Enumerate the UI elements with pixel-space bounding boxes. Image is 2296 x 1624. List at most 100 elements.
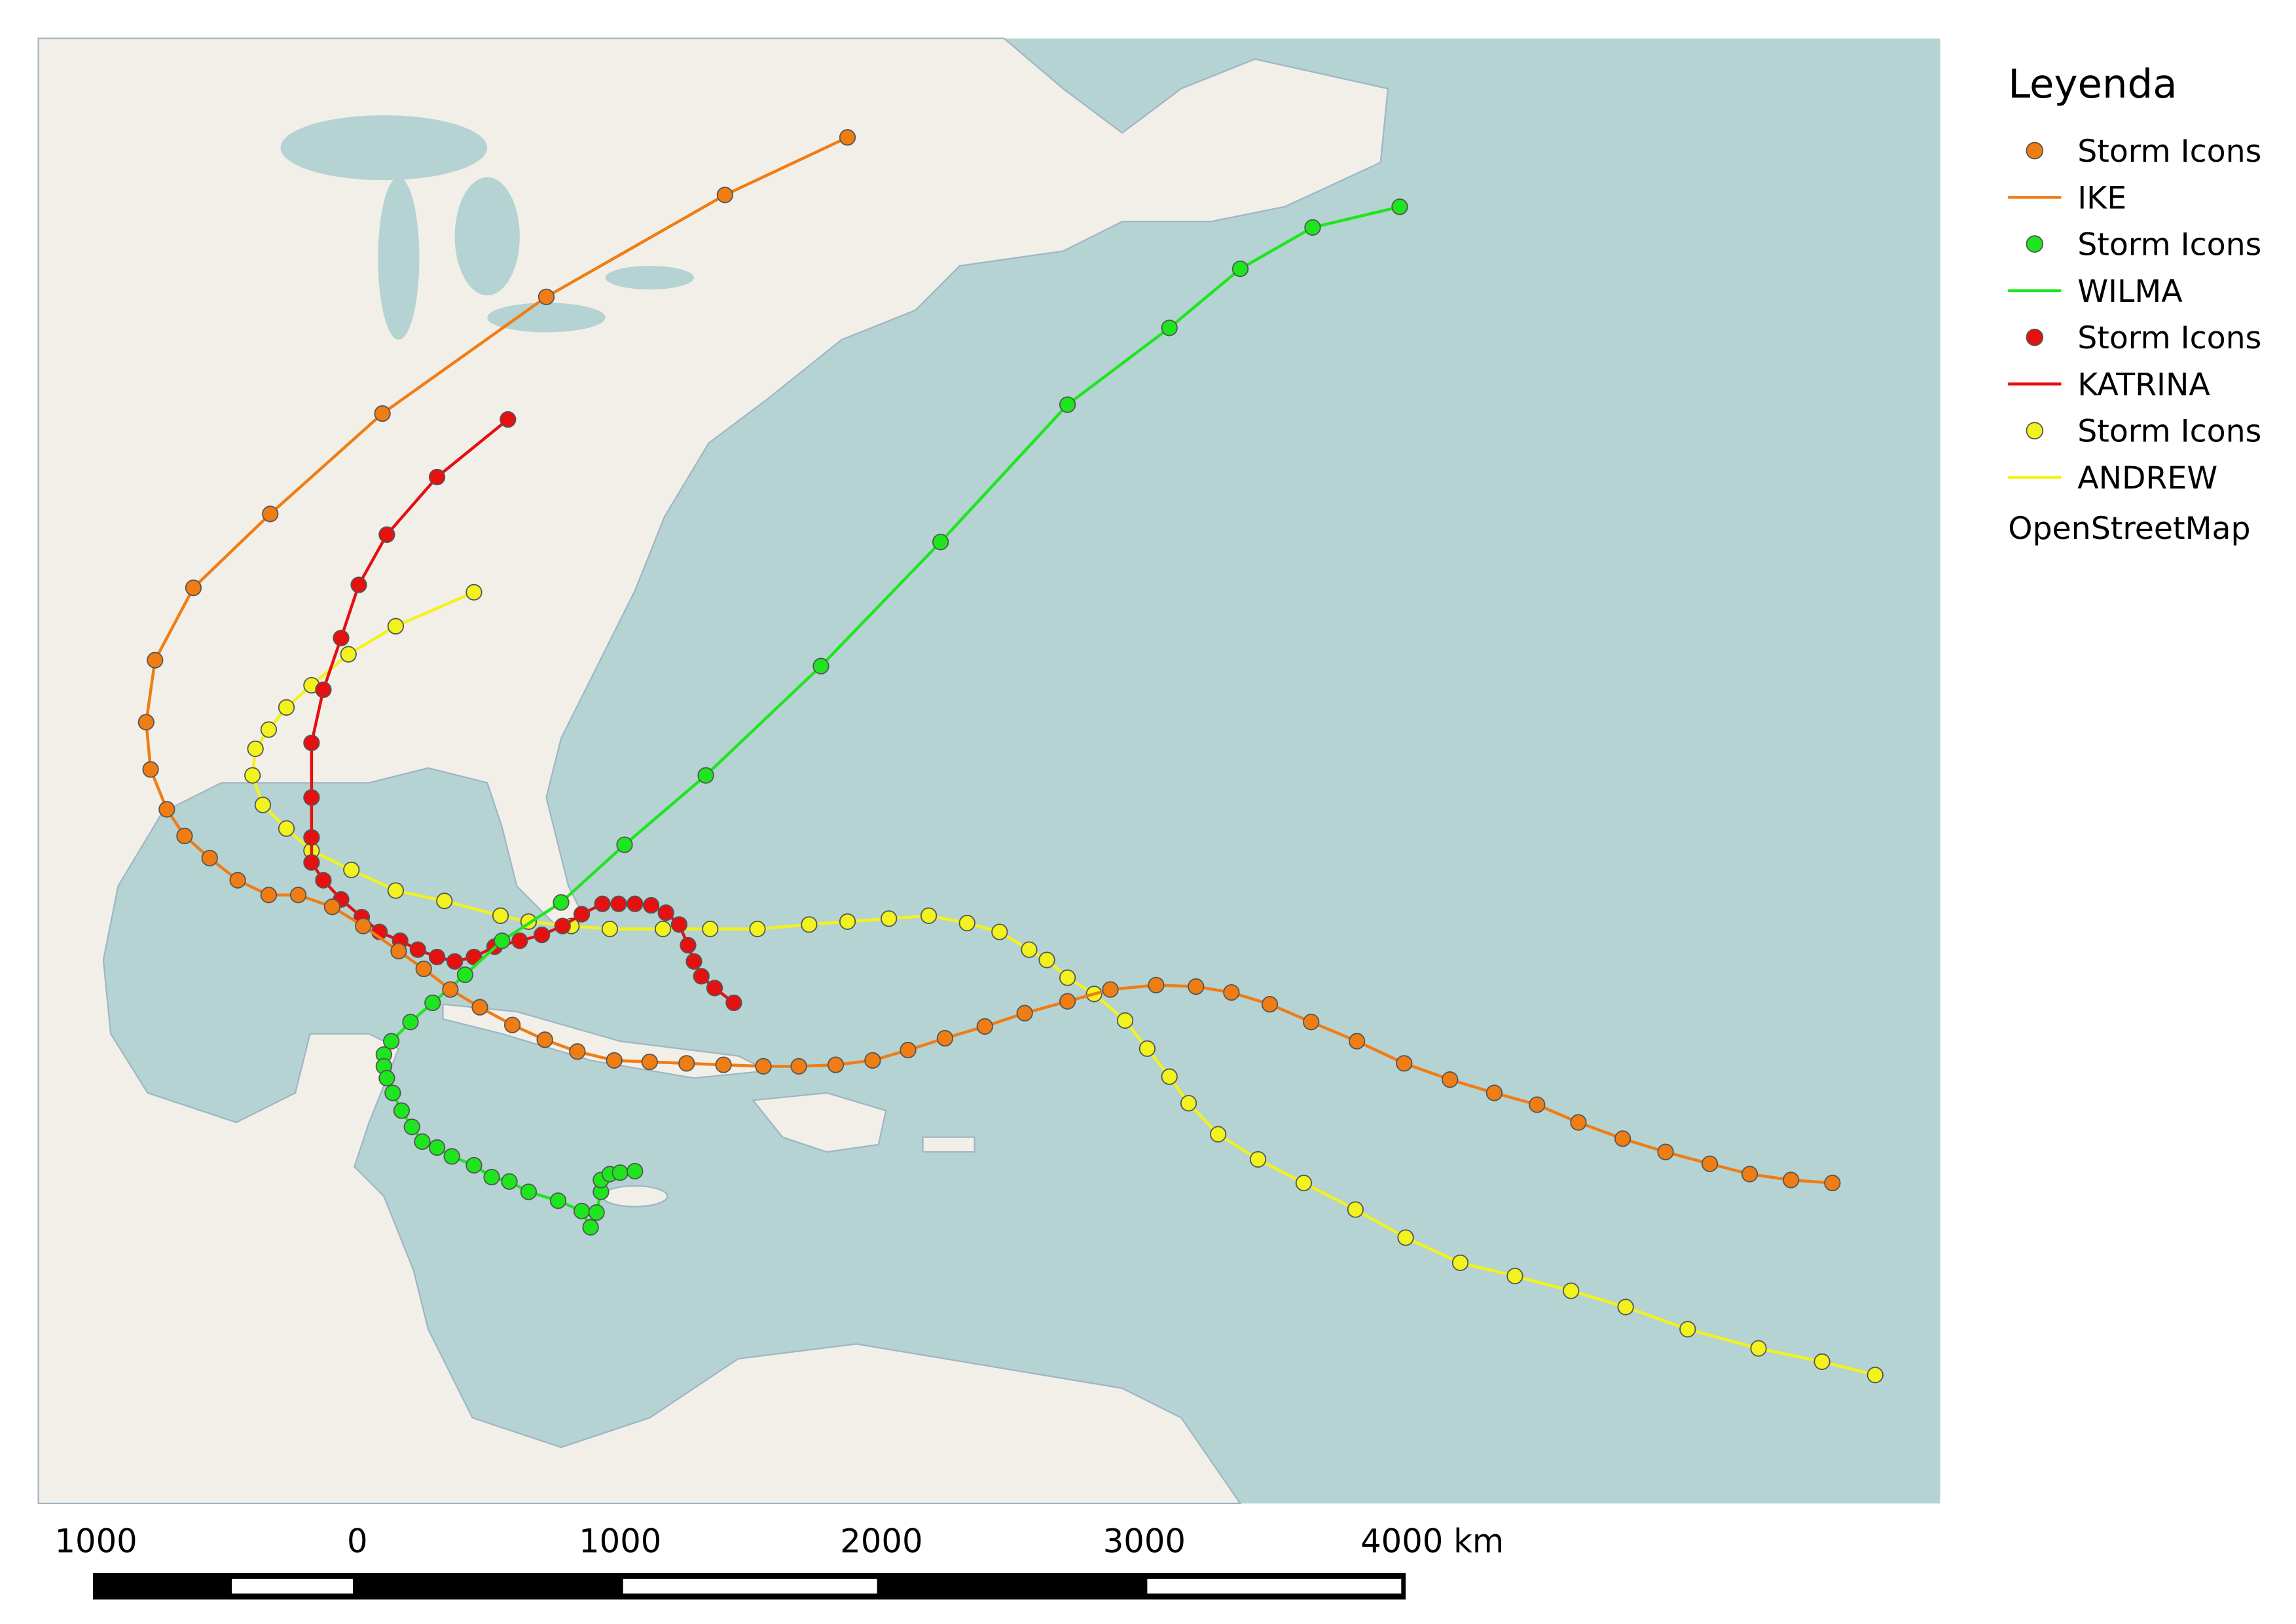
storm-icon: [1824, 1174, 1841, 1192]
storm-icon: [755, 1058, 772, 1075]
storm-icon: [538, 288, 555, 305]
storm-icon: [289, 887, 307, 904]
storm-icon: [881, 910, 898, 927]
storm-icon: [446, 953, 464, 970]
scale-bar-label: 4000 km: [1360, 1522, 1504, 1560]
storm-icon: [1347, 1201, 1364, 1218]
storm-icon: [801, 916, 818, 933]
legend-label: Storm Icons: [2077, 320, 2261, 356]
storm-icon: [340, 646, 357, 663]
storm-icon: [147, 652, 164, 669]
legend-label: WILMA: [2077, 274, 2182, 310]
basemap: [37, 37, 1941, 1505]
storm-icon: [706, 980, 723, 997]
legend-symbol-point: [2026, 328, 2044, 346]
storm-icon: [920, 907, 938, 924]
storm-icon: [1506, 1267, 1523, 1285]
storm-icon: [582, 1219, 599, 1236]
storm-icon: [409, 941, 426, 958]
storm-icon: [1180, 1095, 1197, 1112]
storm-icon: [1563, 1282, 1580, 1299]
storm-icon: [616, 836, 633, 853]
storm-icon: [428, 948, 446, 966]
storm-icon: [553, 894, 570, 911]
storm-icon: [1223, 984, 1240, 1001]
storm-icon: [1059, 969, 1076, 986]
storm-icon: [1348, 1033, 1366, 1050]
scale-bar-segment: [623, 1578, 877, 1594]
storm-icon: [1702, 1155, 1719, 1172]
storm-icon: [1529, 1096, 1546, 1113]
storm-icon: [601, 920, 619, 938]
storm-icon: [244, 767, 261, 784]
storm-icon: [900, 1041, 917, 1059]
storm-icon: [387, 618, 405, 635]
storm-icon: [1396, 1055, 1413, 1072]
storm-icon: [465, 1156, 483, 1174]
storm-icon: [374, 405, 391, 422]
storm-icon: [790, 1058, 807, 1075]
storm-icon: [1304, 219, 1321, 236]
storm-icon: [393, 1102, 410, 1119]
storm-icon: [247, 740, 264, 758]
storm-icon: [657, 904, 674, 921]
storm-icon: [456, 966, 474, 984]
storm-icon: [958, 914, 975, 932]
storm-icon: [1485, 1084, 1503, 1101]
scale-bar-label: 1000: [579, 1522, 661, 1560]
storm-icon: [500, 411, 517, 428]
storm-icon: [1161, 1068, 1178, 1085]
scale-bar-label: 2000: [840, 1522, 922, 1560]
legend-title: Leyenda: [2008, 61, 2177, 107]
storm-icon: [864, 1052, 881, 1069]
legend-label: Storm Icons: [2077, 414, 2261, 450]
legend-symbol-point: [2026, 235, 2044, 253]
storm-icon: [1038, 951, 1055, 969]
storm-icon: [403, 1118, 420, 1135]
storm-icon: [303, 829, 320, 846]
storm-icon: [1741, 1166, 1758, 1183]
storm-icon: [201, 849, 218, 866]
legend-label: ANDREW: [2077, 460, 2217, 496]
storm-icon: [680, 936, 697, 954]
legend-label: KATRINA: [2077, 367, 2210, 403]
storm-icon: [976, 1018, 993, 1035]
storm-icon: [1261, 996, 1279, 1013]
scale-bar-segment: [1147, 1578, 1402, 1594]
storm-icon: [1397, 1229, 1414, 1246]
storm-icon: [693, 968, 710, 985]
storm-icon: [303, 789, 320, 806]
storm-icon: [355, 917, 372, 934]
island-puerto-rico: [922, 1136, 975, 1153]
storm-icon: [315, 681, 332, 698]
legend-symbol-point: [2026, 141, 2044, 160]
storm-icon: [627, 895, 644, 912]
storm-icon: [176, 827, 193, 845]
storm-icon: [1059, 993, 1076, 1010]
storm-icon: [471, 999, 488, 1016]
storm-icon: [1813, 1353, 1831, 1371]
storm-icon: [492, 907, 509, 924]
storm-icon: [1679, 1321, 1696, 1338]
storm-icon: [569, 1043, 586, 1060]
storm-icon: [260, 887, 278, 904]
storm-icon: [503, 1016, 521, 1033]
storm-icon: [428, 468, 446, 486]
storm-icon: [991, 923, 1008, 940]
storm-icon: [1059, 396, 1076, 413]
storm-icon: [1783, 1172, 1800, 1189]
storm-icon: [627, 1162, 644, 1180]
storm-icon: [350, 576, 367, 593]
storm-icon: [642, 896, 660, 914]
storm-icon: [1614, 1130, 1631, 1147]
storm-icon: [303, 734, 320, 752]
storm-icon: [428, 1139, 446, 1156]
legend-label: Storm Icons: [2077, 227, 2261, 263]
storm-icon: [378, 1069, 395, 1087]
storm-icon: [137, 714, 155, 731]
storm-icon: [534, 927, 551, 944]
storm-icon: [465, 583, 483, 601]
storm-icon: [415, 960, 432, 978]
scale-bar-label: 0: [347, 1522, 368, 1560]
storm-icon: [655, 920, 672, 938]
